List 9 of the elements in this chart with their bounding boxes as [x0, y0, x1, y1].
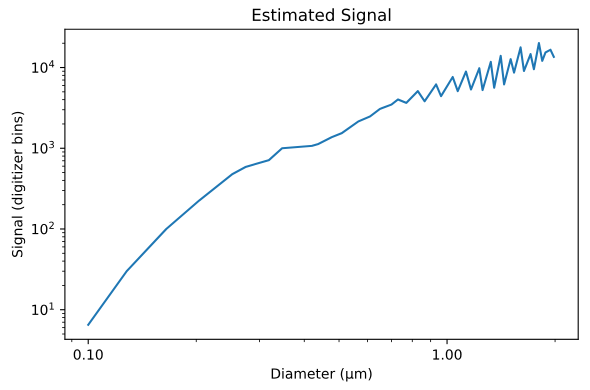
x-tick-label: 0.10 [74, 349, 103, 360]
chart-title: Estimated Signal [252, 8, 390, 24]
y-tick-label: 10$^{4}$ [32, 60, 54, 73]
y-axis-title: Signal (digitizer bins) [12, 112, 26, 257]
y-tick-label: 10$^{1}$ [32, 302, 54, 316]
x-tick-label: 1.00 [433, 349, 462, 360]
y-tick-label: 10$^{2}$ [32, 222, 54, 234]
y-tick-label: 10$^{3}$ [32, 140, 54, 154]
x-axis-title: Diameter (µm) [272, 368, 372, 382]
